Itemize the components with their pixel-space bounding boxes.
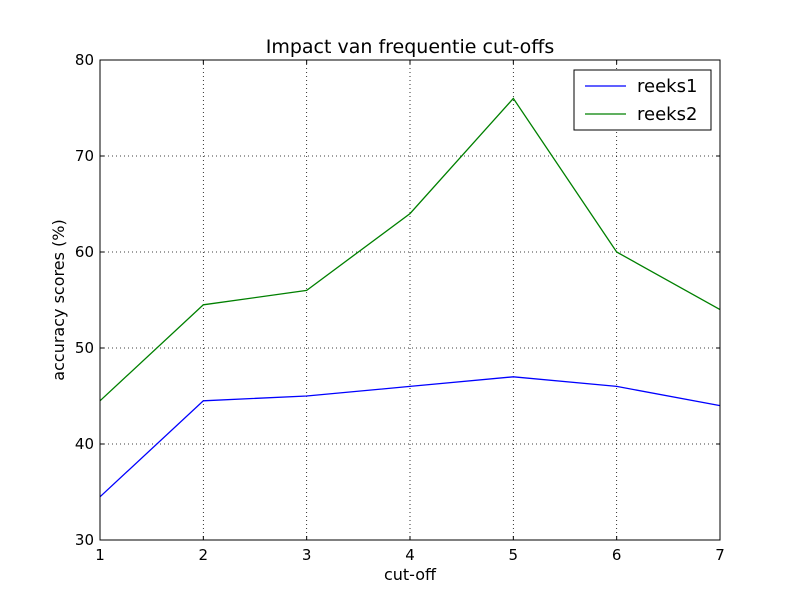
chart-title: Impact van frequentie cut-offs xyxy=(266,36,555,58)
legend: reeks1 reeks2 xyxy=(573,69,712,131)
x-tick-label: 2 xyxy=(199,546,209,564)
x-tick-label: 4 xyxy=(405,546,415,564)
grid-lines xyxy=(100,60,720,540)
x-tick-label: 5 xyxy=(509,546,519,564)
legend-box xyxy=(573,69,712,131)
y-tick-label: 80 xyxy=(75,51,94,69)
legend-label-reeks1: reeks1 xyxy=(637,76,697,97)
y-axis-label: accuracy scores (%) xyxy=(49,219,68,380)
legend-label-reeks2: reeks2 xyxy=(637,104,697,125)
series-lines xyxy=(99,97,721,498)
y-tick-label: 60 xyxy=(75,243,94,261)
x-tick-label: 3 xyxy=(302,546,312,564)
series-line-reeks1 xyxy=(99,376,721,498)
x-tick-label: 6 xyxy=(612,546,622,564)
y-tick-label: 50 xyxy=(75,339,94,357)
series-line-reeks2 xyxy=(99,97,721,402)
x-tick-label: 7 xyxy=(715,546,725,564)
x-tick-label: 1 xyxy=(95,546,105,564)
y-tick-label: 30 xyxy=(75,531,94,549)
x-axis-label: cut-off xyxy=(384,565,437,584)
y-tick-label: 40 xyxy=(75,435,94,453)
y-tick-label: 70 xyxy=(75,147,94,165)
axis-ticks: 1 2 3 4 5 6 7 30 40 50 60 70 80 xyxy=(75,51,725,564)
